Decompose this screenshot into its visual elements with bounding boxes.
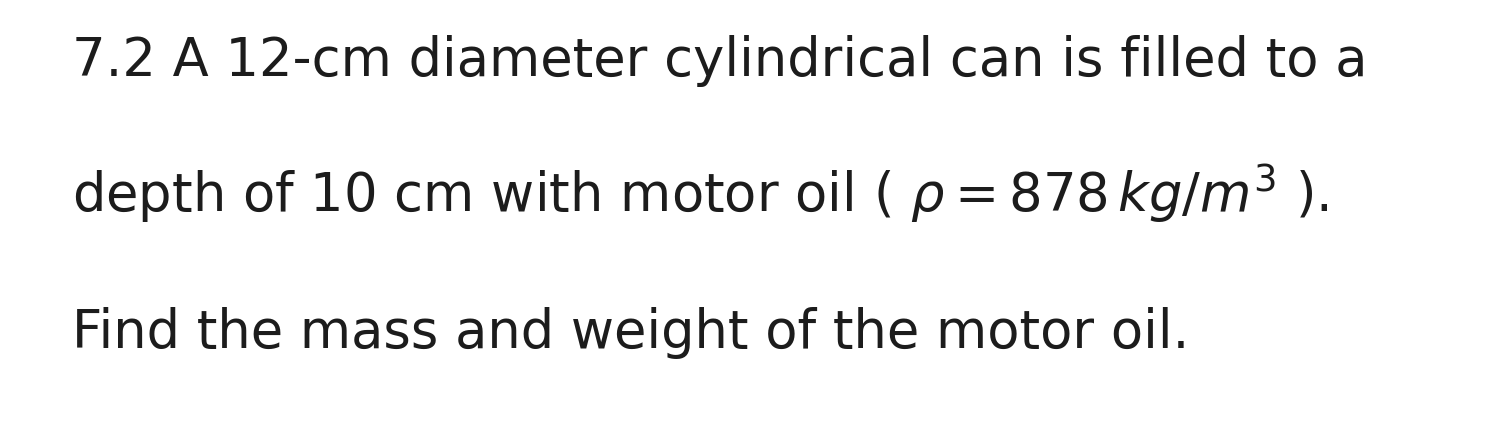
Text: depth of 10 cm with motor oil ( $\rho = 878\,\mathit{kg}/\mathit{m}^3$ ).: depth of 10 cm with motor oil ( $\rho = …	[72, 162, 1329, 225]
Text: 7.2 A 12-cm diameter cylindrical can is filled to a: 7.2 A 12-cm diameter cylindrical can is …	[72, 35, 1368, 87]
Text: Find the mass and weight of the motor oil.: Find the mass and weight of the motor oi…	[72, 307, 1190, 359]
